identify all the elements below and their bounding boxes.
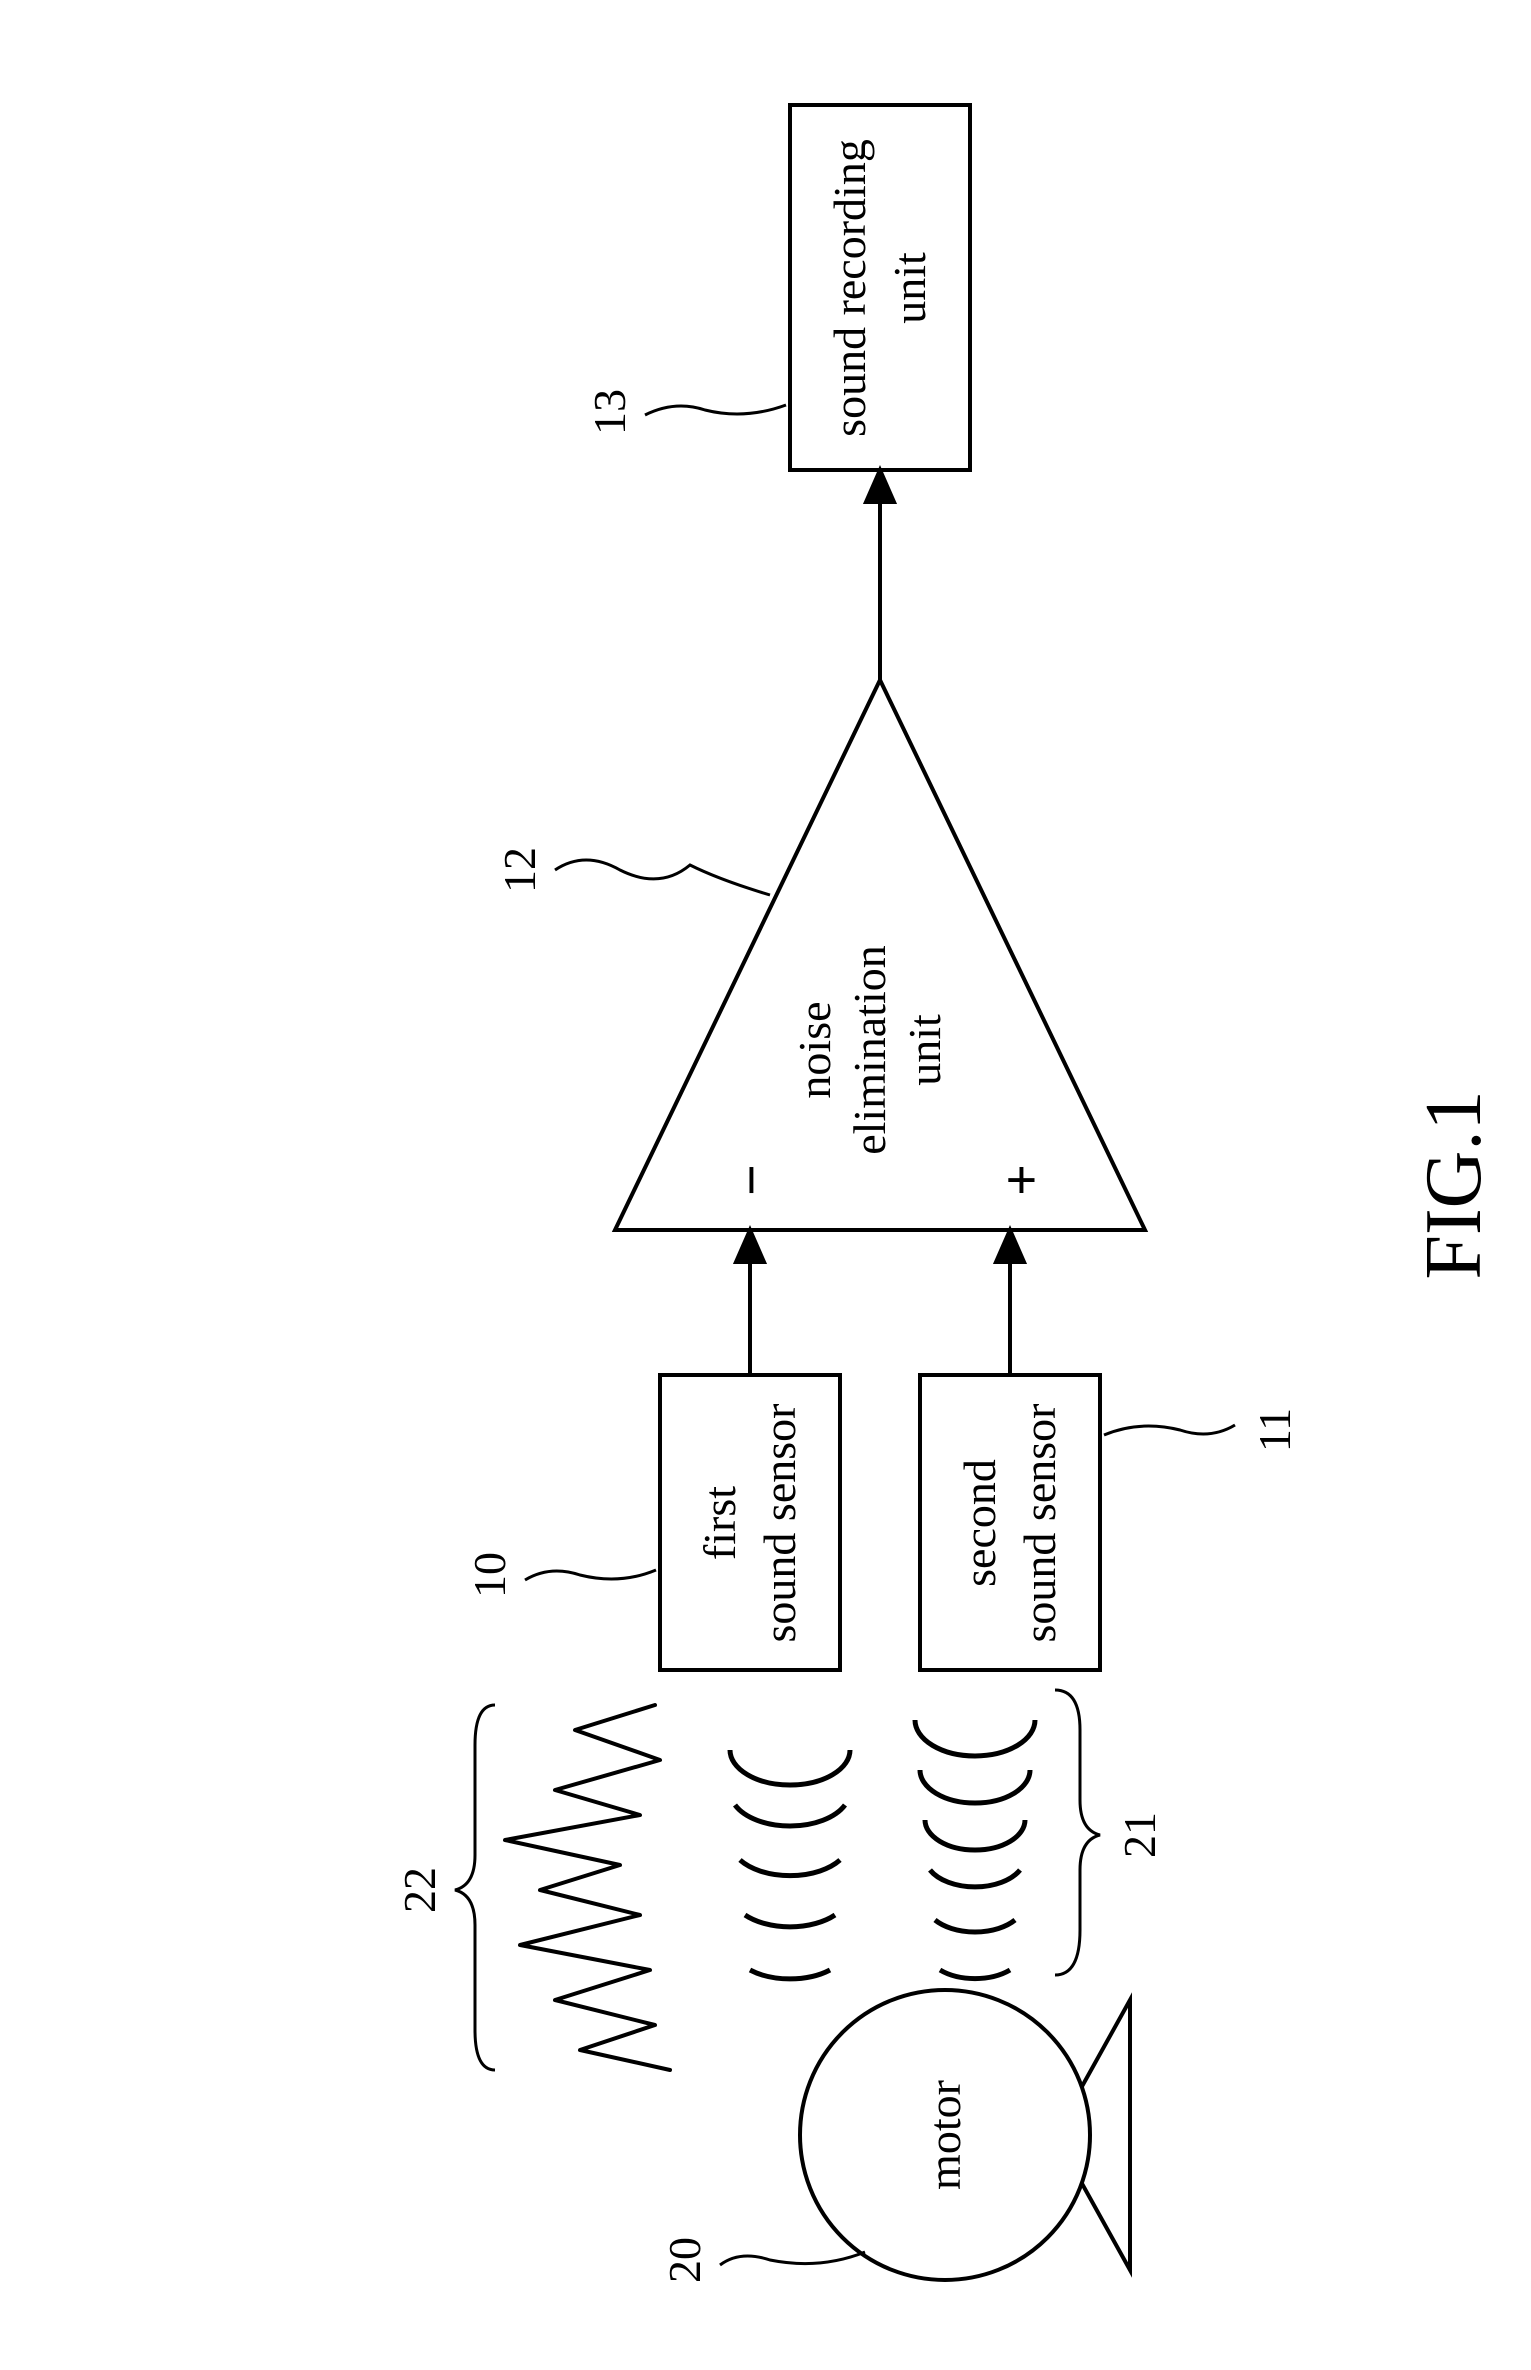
ref-22-text: 22 [394,1867,445,1913]
elim-line1: noise [789,1001,840,1098]
elim-line2: elimination [844,945,895,1155]
rec-line1: sound recording [824,139,875,437]
elim-minus: − [721,1164,783,1196]
elim-ref: 12 [494,847,545,893]
sensor2-line1: second [954,1459,1005,1587]
elim-line3: unit [899,1014,950,1086]
rec-line2: unit [884,252,935,324]
noise-squiggle [505,1705,670,2070]
sensor2-line2: sound sensor [1014,1404,1065,1643]
sensor2-ref: 11 [1249,1408,1300,1452]
first-sound-sensor: first sound sensor 10 [464,1375,840,1670]
sensor1-line1: first [694,1486,745,1560]
motor-block: motor 20 [659,1990,1130,2283]
ref-21: 21 [1055,1690,1165,1975]
soundwaves-top [730,1750,850,1979]
sensor1-ref: 10 [464,1552,515,1598]
motor-ref: 20 [659,2237,710,2283]
motor-label: motor [919,2080,970,2190]
ref-21-text: 21 [1114,1812,1165,1858]
rec-ref: 13 [584,389,635,435]
sound-recording-unit: sound recording unit 13 [584,105,970,470]
sensor1-line2: sound sensor [754,1404,805,1643]
second-sound-sensor: second sound sensor 11 [920,1375,1300,1670]
soundwaves-bottom [915,1720,1035,1979]
noise-elimination-unit: noise elimination unit − + 12 [494,680,1145,1230]
elim-plus: + [991,1164,1053,1196]
figure-caption: FIG.1 [1410,1091,1498,1280]
ref-22: 22 [394,1705,495,2070]
